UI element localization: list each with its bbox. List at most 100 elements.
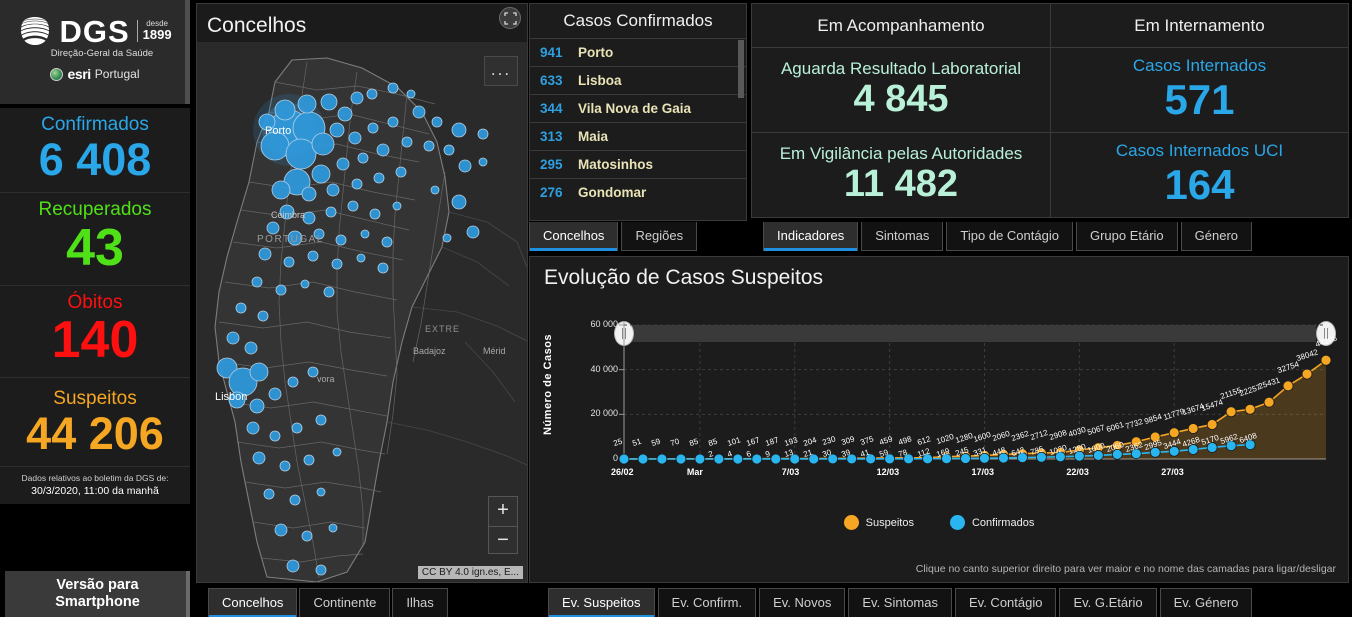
note-line-1: Dados relativos ao boletim da DGS de: <box>21 473 169 484</box>
partner-region: Portugal <box>94 67 140 81</box>
kpi-label: Casos Internados <box>1132 56 1267 76</box>
map-label-coimbra: Coimbra <box>271 210 305 220</box>
tab-continente[interactable]: Continente <box>299 588 391 617</box>
case-count: 941 <box>540 45 563 60</box>
x-tick-label: Mar <box>686 467 703 477</box>
kpi-panel: Em Acompanhamento Em Internamento Aguard… <box>751 3 1349 218</box>
list-item[interactable]: 313 Maia <box>530 122 746 150</box>
x-tick-label: 22/03 <box>1066 467 1089 477</box>
partner-logo: esri Portugal <box>0 66 190 82</box>
map-label-porto: Porto <box>265 125 291 137</box>
kpi-header-acompanhamento: Em Acompanhamento <box>752 4 1050 48</box>
cases-scrollbar[interactable] <box>738 40 744 98</box>
tab-ilhas[interactable]: Ilhas <box>392 588 448 617</box>
kpi-aguarda-resultado: Aguarda Resultado Laboratorial 4 845 <box>752 48 1050 133</box>
indicator-tabs: Indicadores Sintomas Tipo de Contágio Gr… <box>763 222 1253 251</box>
map-more-options-icon[interactable]: ... <box>484 56 518 86</box>
tab-indicadores[interactable]: Indicadores <box>763 222 859 251</box>
chart-hint-text: Clique no canto superior direito para ve… <box>915 563 1336 575</box>
case-name: Matosinhos <box>578 157 654 172</box>
y-tick-label: 40 000 <box>590 363 618 374</box>
chart-legend: Suspeitos Confirmados <box>530 515 1348 530</box>
chart-title: Evolução de Casos Suspeitos <box>544 266 823 289</box>
x-tick-label: 27/03 <box>1161 467 1184 477</box>
cases-title: Casos Confirmados <box>563 11 713 30</box>
confirmed-cases-panel: Casos Confirmados 941 Porto 633 Lisboa 3… <box>529 3 747 221</box>
zoom-out-button[interactable]: − <box>497 529 509 551</box>
tab-sintomas[interactable]: Sintomas <box>861 222 944 251</box>
sidebar: DGS desde 1899 Direção-Geral da Saúde es… <box>0 0 190 617</box>
kpi-casos-internados-uci: Casos Internados UCI 164 <box>1050 132 1348 217</box>
tab-tipo-contagio[interactable]: Tipo de Contágio <box>946 222 1073 251</box>
map-label-portugal: PORTUGAL <box>257 234 324 245</box>
tab-concelhos-map[interactable]: Concelhos <box>208 588 298 617</box>
stat-label: Confirmados <box>41 114 149 135</box>
zoom-divider <box>489 526 517 527</box>
stat-value: 44 206 <box>26 407 164 459</box>
map-label-extre: EXTRE <box>425 324 460 334</box>
esri-globe-icon <box>50 67 64 81</box>
chart-svg <box>618 321 1332 465</box>
zoom-in-button[interactable]: + <box>497 499 509 521</box>
y-tick-label: 60 000 <box>590 319 618 329</box>
stat-recuperados: Recuperados 43 <box>0 193 190 286</box>
data-source-note: Dados relativos ao boletim da DGS de: 30… <box>0 467 190 505</box>
tab-regioes[interactable]: Regiões <box>621 222 698 251</box>
brand-name: DGS <box>59 13 130 49</box>
tab-ev-contagio[interactable]: Ev. Contágio <box>955 588 1057 617</box>
tab-ev-novos[interactable]: Ev. Novos <box>759 588 846 617</box>
tab-ev-genero[interactable]: Ev. Género <box>1159 588 1253 617</box>
tab-genero[interactable]: Género <box>1180 222 1253 251</box>
tab-ev-confirm[interactable]: Ev. Confirm. <box>657 588 757 617</box>
tab-ev-suspeitos[interactable]: Ev. Suspeitos <box>548 588 655 617</box>
map-attribution: CC BY 4.0 ign.es, E... <box>417 566 523 579</box>
kpi-em-vigilancia: Em Vigilância pelas Autoridades 11 482 <box>752 133 1050 218</box>
case-name: Vila Nova de Gaia <box>578 101 692 116</box>
case-count: 295 <box>540 157 563 172</box>
tab-grupo-etario[interactable]: Grupo Etário <box>1075 222 1178 251</box>
smartphone-scrollbar[interactable] <box>186 571 190 617</box>
smartphone-line-2: Smartphone <box>55 594 140 610</box>
stat-suspeitos: Suspeitos 44 206 <box>0 377 190 468</box>
case-name: Lisboa <box>578 73 622 88</box>
kpi-casos-internados: Casos Internados 571 <box>1050 48 1348 133</box>
summary-stats: Confirmados 6 408 Recuperados 43 Óbitos … <box>0 108 190 505</box>
y-tick-label: 20 000 <box>590 408 618 419</box>
tab-ev-sintomas[interactable]: Ev. Sintomas <box>848 588 952 617</box>
kpi-value: 11 482 <box>843 163 959 206</box>
sidebar-scrollbar[interactable] <box>185 0 190 104</box>
expand-icon[interactable] <box>499 7 521 29</box>
slider-handle-right[interactable] <box>1316 321 1336 346</box>
tab-concelhos-list[interactable]: Concelhos <box>529 222 619 251</box>
stat-label: Suspeitos <box>53 387 137 409</box>
chart-panel: Evolução de Casos Suspeitos Número de Ca… <box>529 256 1349 583</box>
x-tick-label: 12/03 <box>876 467 900 477</box>
cases-tabs: Concelhos Regiões <box>529 222 698 251</box>
stat-confirmados: Confirmados 6 408 <box>0 108 190 194</box>
legend-item-confirmados[interactable]: Confirmados <box>949 515 1034 530</box>
list-item[interactable]: 344 Vila Nova de Gaia <box>530 94 746 122</box>
tab-ev-getario[interactable]: Ev. G.Etário <box>1059 588 1157 617</box>
legend-item-suspeitos[interactable]: Suspeitos <box>843 515 914 530</box>
case-name: Maia <box>578 129 609 144</box>
partner-name: esri <box>67 66 91 82</box>
cases-list[interactable]: 941 Porto 633 Lisboa 344 Vila Nova de Ga… <box>530 38 746 220</box>
note-line-2: 30/3/2020, 11:00 da manhã <box>31 485 159 498</box>
map-title: Concelhos <box>207 14 307 37</box>
list-item[interactable]: 941 Porto <box>530 38 746 66</box>
map-canvas[interactable]: Porto Lisbon Coimbra PORTUGAL EXTRE Bada… <box>197 42 527 582</box>
map-graphic: Porto Lisbon Coimbra PORTUGAL EXTRE Bada… <box>197 42 527 582</box>
list-item[interactable]: 633 Lisboa <box>530 66 746 94</box>
list-item[interactable]: 276 Gondomar <box>530 178 746 206</box>
smartphone-line-1: Versão para <box>56 577 139 594</box>
case-count: 276 <box>540 185 563 200</box>
brand-since-year: 1899 <box>142 27 172 43</box>
smartphone-version-button[interactable]: Versão para Smartphone <box>5 571 190 617</box>
time-range-slider[interactable] <box>616 325 1316 342</box>
brand-subtitle: Direção-Geral da Saúde <box>50 48 154 59</box>
map-label-lisboa: Lisbon <box>215 391 247 403</box>
legend-swatch <box>843 515 859 530</box>
x-tick-label: 7/03 <box>781 467 800 477</box>
list-item[interactable]: 295 Matosinhos <box>530 150 746 178</box>
case-count: 313 <box>540 129 563 144</box>
